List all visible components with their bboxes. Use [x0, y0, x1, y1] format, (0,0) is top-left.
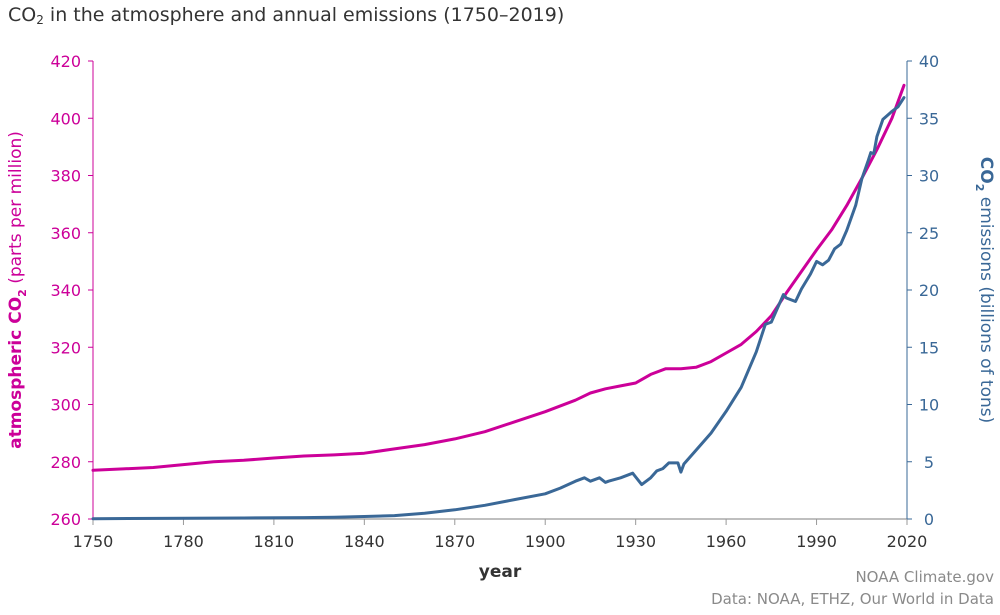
y-left-tick-label: 300	[50, 396, 81, 415]
x-tick-label: 1870	[434, 532, 475, 551]
y-right-axis-label: CO2 emissions (billions of tons)	[973, 157, 996, 423]
y-left-tick-label: 340	[50, 281, 81, 300]
y-right-tick-label: 0	[924, 510, 934, 529]
x-tick-label: 1750	[73, 532, 114, 551]
series-line-emissions	[91, 96, 906, 521]
y-right-tick-label: 20	[919, 281, 939, 300]
x-tick-label: 1810	[254, 532, 295, 551]
y-right-tick-label: 40	[919, 52, 939, 71]
axes: 1750 1780 1810 1840 1870 1900 1930 1960 1990 2020…	[50, 52, 939, 551]
x-tick-label: 1990	[796, 532, 837, 551]
x-tick-label: 1780	[163, 532, 204, 551]
x-tick-label: 2020	[887, 532, 928, 551]
series-line-co2-ppm	[91, 83, 906, 472]
y-right-tick-label: 25	[919, 224, 939, 243]
y-right-tick-label: 30	[919, 167, 939, 186]
y-left-tick-label: 360	[50, 224, 81, 243]
y-left-tick-label: 400	[50, 109, 81, 128]
x-tick-label: 1930	[615, 532, 656, 551]
y-right-tick-label: 5	[924, 453, 934, 472]
credit-source: NOAA Climate.gov	[855, 568, 994, 586]
x-axis-label: year	[479, 562, 522, 582]
series-group-emissions	[91, 96, 906, 521]
y-left-tick-label: 420	[50, 52, 81, 71]
y-left-tick-label: 380	[50, 167, 81, 186]
y-left-tick-label: 280	[50, 453, 81, 472]
x-tick-label: 1840	[344, 532, 385, 551]
chart-title: CO2 in the atmosphere and annual emissio…	[8, 4, 565, 27]
y-right-tick-label: 10	[919, 396, 939, 415]
y-left-tick-label: 320	[50, 338, 81, 357]
y-right-tick-label: 15	[919, 338, 939, 357]
series-group-co2-ppm	[91, 83, 906, 472]
credit-data: Data: NOAA, ETHZ, Our World in Data	[711, 590, 994, 608]
x-tick-label: 1960	[706, 532, 747, 551]
y-left-tick-label: 260	[50, 510, 81, 529]
x-tick-label: 1900	[525, 532, 566, 551]
y-right-tick-label: 35	[919, 109, 939, 128]
y-left-axis-label: atmospheric CO2 (parts per million)	[6, 131, 29, 449]
